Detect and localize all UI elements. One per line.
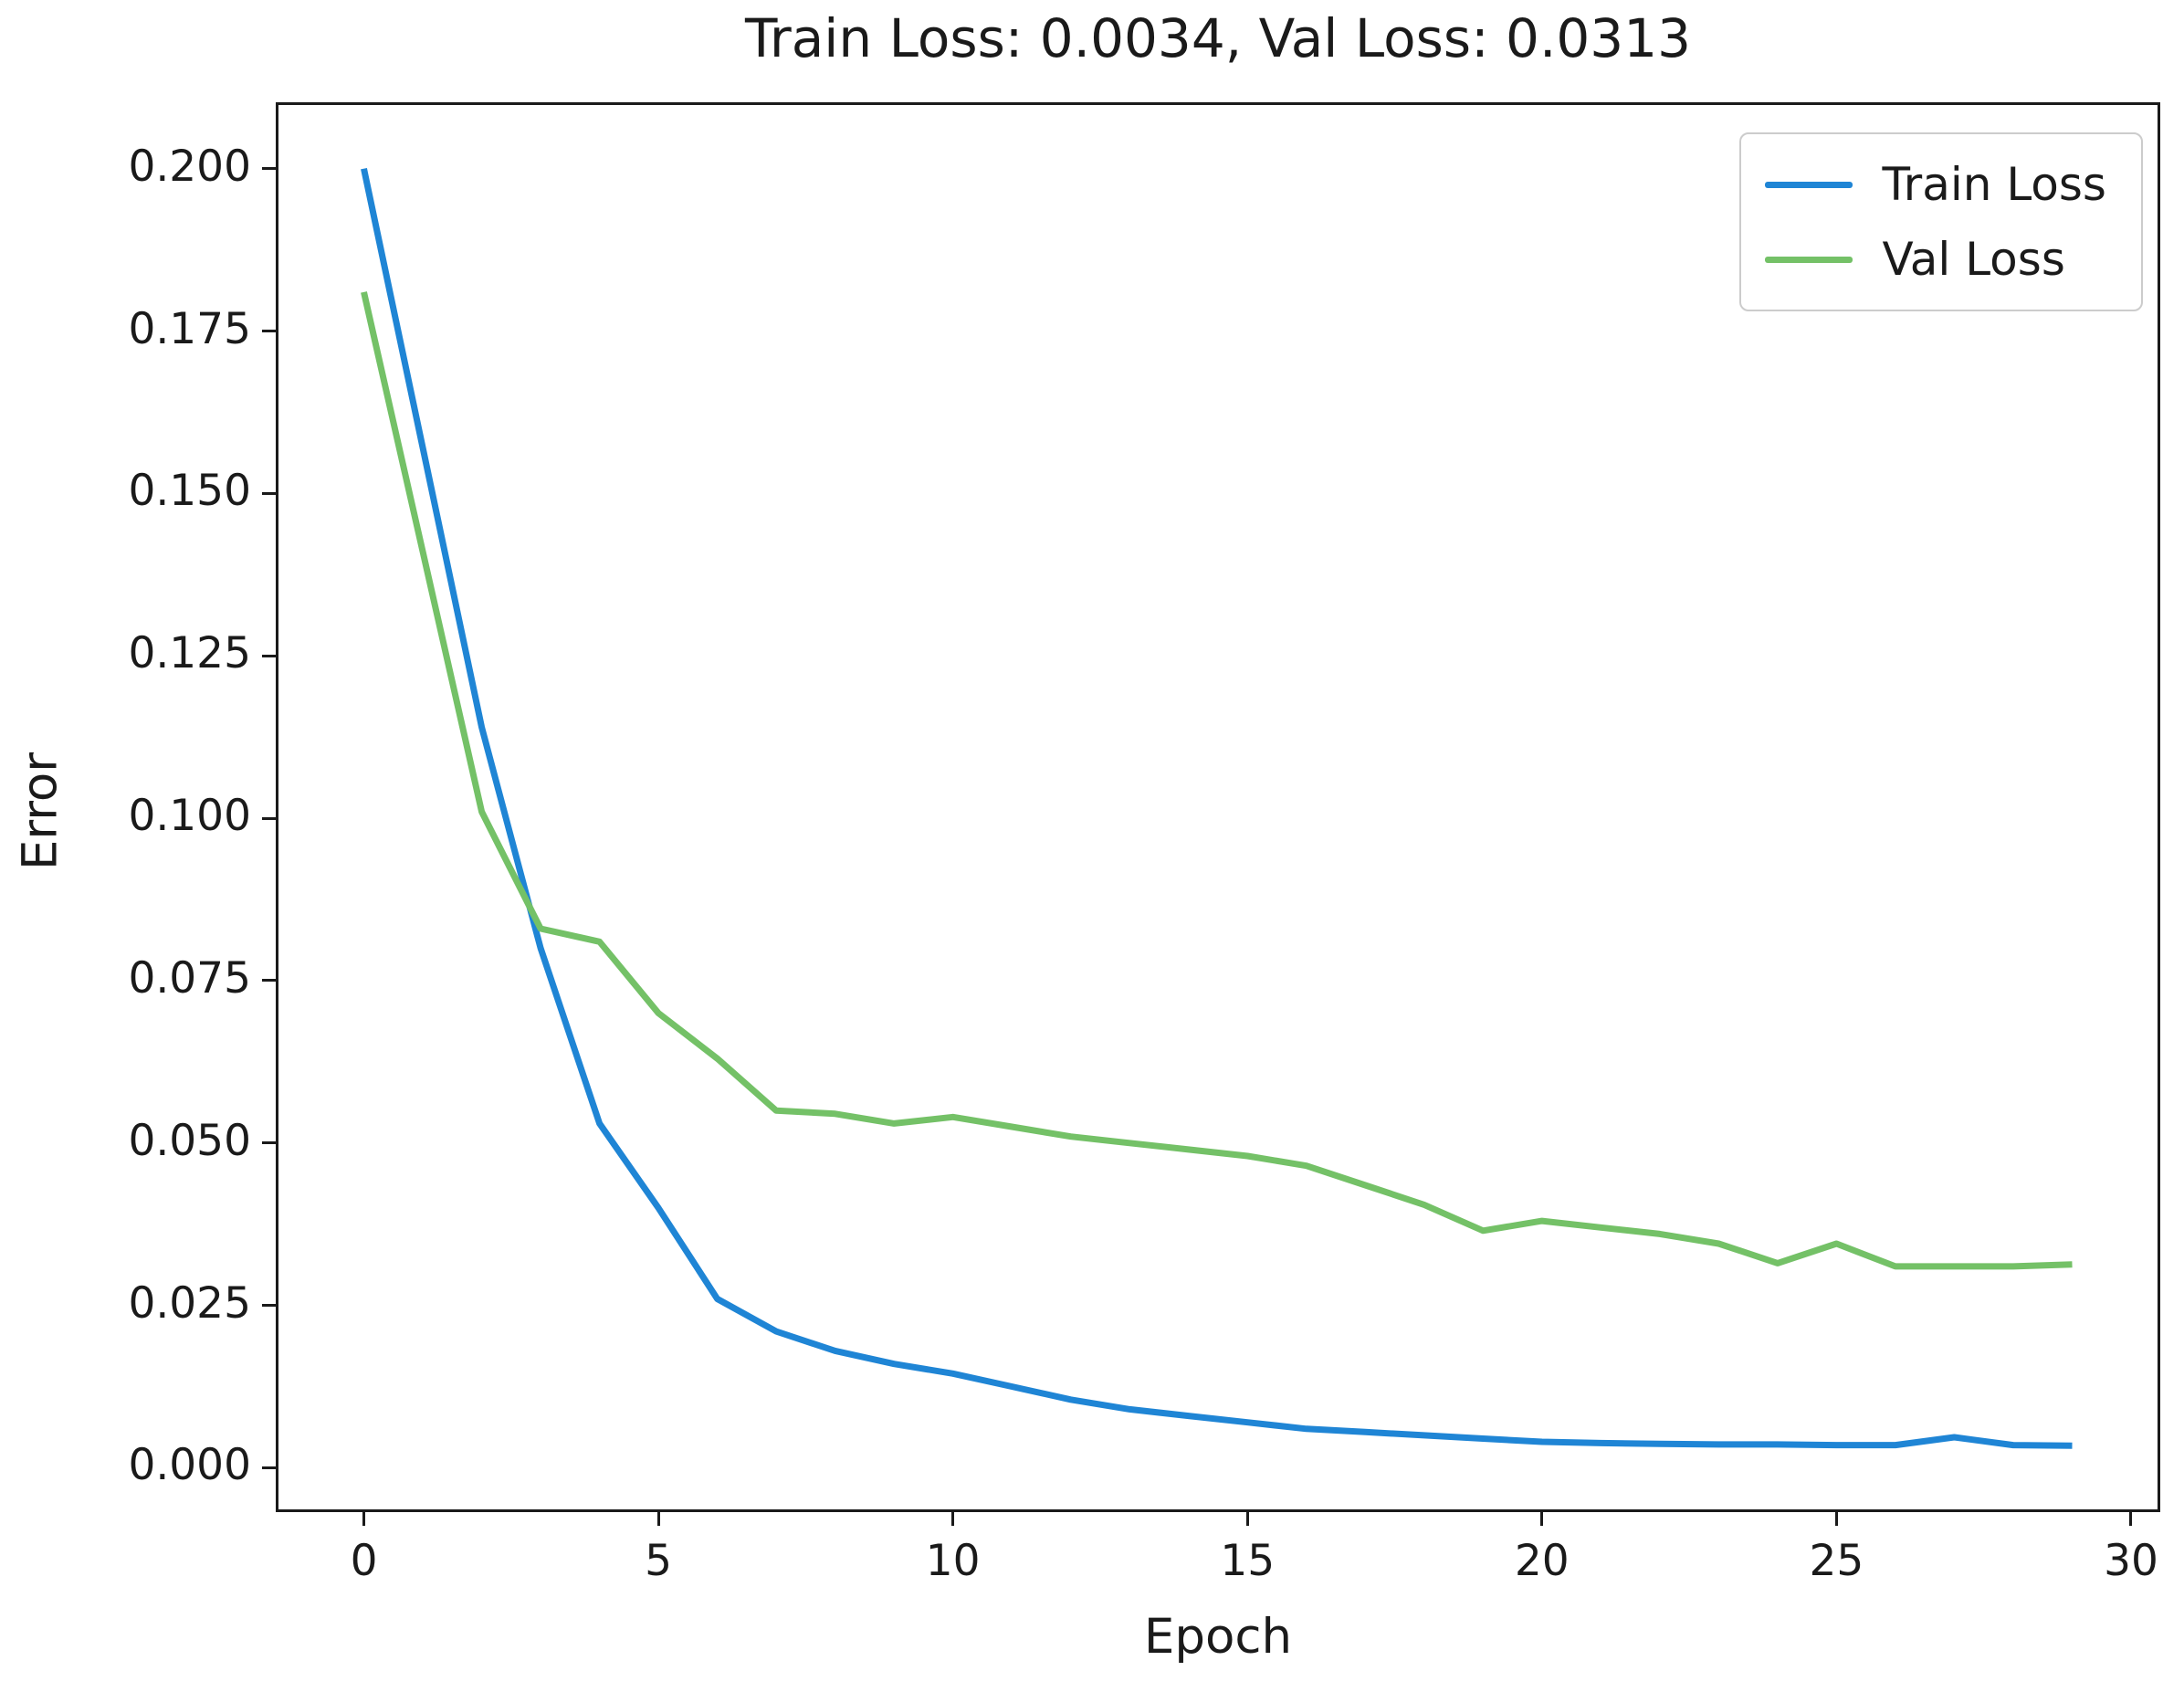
legend-entry-train-loss: Train Loss xyxy=(1765,147,2106,222)
x-tick-mark xyxy=(1834,1512,1838,1526)
x-tick-label: 20 xyxy=(1514,1536,1570,1586)
x-tick-label: 0 xyxy=(350,1536,378,1586)
y-tick-mark xyxy=(262,167,276,171)
legend-entry-val-loss: Val Loss xyxy=(1765,222,2106,297)
y-tick-label: 0.075 xyxy=(128,952,251,1004)
x-tick-mark xyxy=(951,1512,955,1526)
x-tick-mark xyxy=(656,1512,660,1526)
y-tick-label: 0.025 xyxy=(128,1277,251,1329)
chart-title: Train Loss: 0.0034, Val Loss: 0.0313 xyxy=(744,7,1691,69)
val-loss-swatch xyxy=(1765,256,1853,263)
x-tick-label: 15 xyxy=(1220,1536,1276,1586)
x-tick-label: 5 xyxy=(645,1536,673,1586)
y-tick-label: 0.050 xyxy=(128,1115,251,1166)
x-tick-mark xyxy=(1245,1512,1249,1526)
y-tick-mark xyxy=(262,979,276,983)
y-tick-label: 0.150 xyxy=(128,466,251,517)
y-tick-mark xyxy=(262,1466,276,1469)
plot-area: Train Loss Val Loss xyxy=(276,102,2160,1512)
y-tick-label: 0.175 xyxy=(128,303,251,354)
train-loss-line xyxy=(361,167,2073,1449)
y-tick-label: 0.000 xyxy=(128,1440,251,1491)
loss-curves-svg xyxy=(361,167,2073,1449)
y-tick-mark xyxy=(262,1304,276,1308)
x-tick-mark xyxy=(1540,1512,1544,1526)
x-tick-label: 10 xyxy=(925,1536,981,1586)
y-tick-mark xyxy=(262,654,276,657)
val-loss-line xyxy=(361,291,2073,1270)
train-loss-swatch xyxy=(1765,181,1853,188)
legend: Train Loss Val Loss xyxy=(1739,132,2143,311)
y-tick-mark xyxy=(262,491,276,495)
y-tick-mark xyxy=(262,1141,276,1145)
y-tick-label: 0.200 xyxy=(128,141,251,192)
y-tick-label: 0.125 xyxy=(128,628,251,679)
x-tick-mark xyxy=(362,1512,366,1526)
y-tick-label: 0.100 xyxy=(128,791,251,842)
x-axis-label: Epoch xyxy=(1143,1609,1293,1665)
legend-label-val-loss: Val Loss xyxy=(1882,233,2065,286)
legend-label-train-loss: Train Loss xyxy=(1882,158,2106,211)
x-tick-label: 30 xyxy=(2104,1536,2158,1586)
y-tick-mark xyxy=(262,330,276,333)
x-tick-label: 25 xyxy=(1809,1536,1864,1586)
y-tick-mark xyxy=(262,816,276,820)
x-tick-mark xyxy=(2129,1512,2133,1526)
